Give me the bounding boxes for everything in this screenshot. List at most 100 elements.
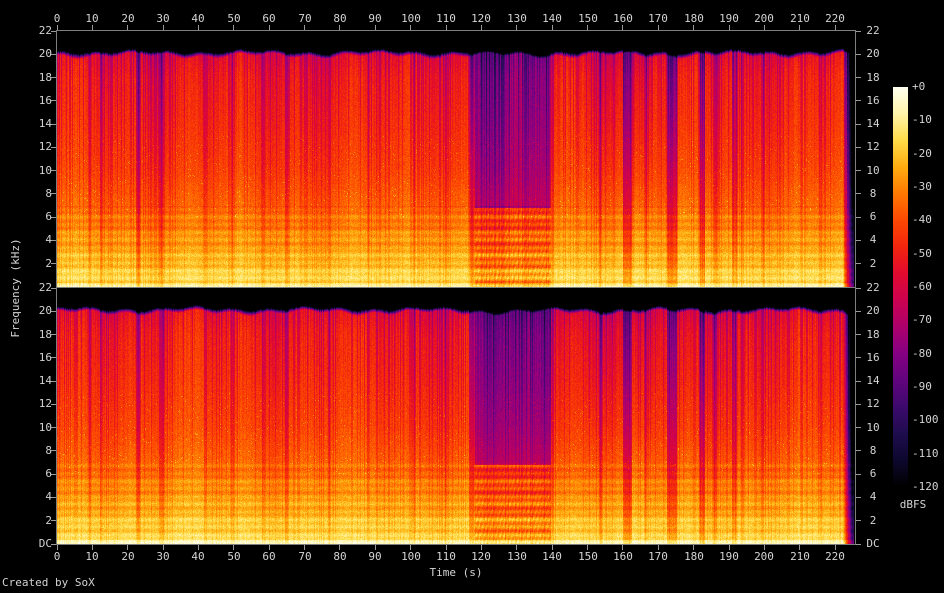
time-tick bbox=[799, 25, 800, 30]
time-tick bbox=[410, 25, 411, 30]
freq-tick-label: 4 bbox=[869, 490, 877, 503]
colorbar-unit-label: dBFS bbox=[899, 498, 927, 511]
colorbar-tick-label: -110 bbox=[912, 447, 939, 460]
time-tick-label: 190 bbox=[719, 12, 739, 25]
time-tick bbox=[516, 545, 517, 550]
freq-tick bbox=[51, 193, 56, 194]
time-tick bbox=[835, 25, 836, 30]
freq-tick-label: 10 bbox=[866, 164, 880, 177]
time-tick bbox=[339, 545, 340, 550]
freq-tick-label: 20 bbox=[866, 304, 880, 317]
freq-tick-label: 8 bbox=[869, 444, 877, 457]
freq-tick-label: 22 bbox=[38, 24, 52, 37]
colorbar-tick-label: -90 bbox=[912, 380, 932, 393]
freq-tick-label: 20 bbox=[866, 47, 880, 60]
freq-tick-label: 18 bbox=[866, 328, 880, 341]
freq-tick bbox=[51, 520, 56, 521]
freq-tick-label: 16 bbox=[866, 351, 880, 364]
time-tick bbox=[552, 25, 553, 30]
freq-tick bbox=[51, 334, 56, 335]
freq-tick-label: 20 bbox=[38, 304, 52, 317]
colorbar-tick-label: -120 bbox=[912, 480, 939, 493]
time-tick-label: 160 bbox=[613, 550, 633, 563]
credit-text: Created by SoX bbox=[2, 576, 95, 589]
frequency-axis-label: Frequency (kHz) bbox=[9, 238, 22, 338]
freq-tick bbox=[856, 288, 861, 289]
time-tick bbox=[92, 545, 93, 550]
time-tick-label: 40 bbox=[191, 550, 205, 563]
freq-tick-label: 2 bbox=[869, 514, 877, 527]
time-tick bbox=[658, 25, 659, 30]
freq-tick-label: 8 bbox=[45, 444, 52, 457]
time-tick-label: 200 bbox=[754, 550, 774, 563]
time-tick-label: 210 bbox=[790, 550, 810, 563]
freq-tick-label: 18 bbox=[38, 328, 52, 341]
freq-tick-label: 22 bbox=[38, 281, 52, 294]
time-tick bbox=[481, 25, 482, 30]
time-tick-label: 70 bbox=[298, 550, 312, 563]
freq-tick-label: 12 bbox=[38, 140, 52, 153]
time-tick-label: 60 bbox=[262, 550, 276, 563]
time-tick bbox=[693, 545, 694, 550]
colorbar-tick-label: -70 bbox=[912, 313, 932, 326]
freq-tick-label: 4 bbox=[45, 490, 52, 503]
time-tick bbox=[163, 545, 164, 550]
freq-tick-label: DC bbox=[866, 537, 880, 550]
time-tick-label: 30 bbox=[156, 12, 170, 25]
time-tick bbox=[587, 545, 588, 550]
freq-tick-label: 14 bbox=[38, 374, 52, 387]
freq-tick bbox=[51, 474, 56, 475]
time-tick-label: 160 bbox=[613, 12, 633, 25]
time-tick-label: 90 bbox=[368, 550, 382, 563]
freq-tick-label: 6 bbox=[869, 210, 877, 223]
freq-tick-label: 2 bbox=[45, 257, 52, 270]
channel-1-frame bbox=[56, 30, 856, 288]
colorbar-tick-label: -20 bbox=[912, 147, 932, 160]
freq-tick-label: 4 bbox=[869, 233, 877, 246]
freq-tick-label: 16 bbox=[38, 351, 52, 364]
colorbar-tick-label: -10 bbox=[912, 113, 932, 126]
time-tick bbox=[198, 545, 199, 550]
freq-tick-label: 6 bbox=[45, 210, 52, 223]
time-tick-label: 80 bbox=[333, 12, 347, 25]
freq-tick bbox=[856, 404, 861, 405]
freq-tick bbox=[856, 474, 861, 475]
time-tick bbox=[481, 545, 482, 550]
freq-tick bbox=[856, 31, 861, 32]
freq-tick bbox=[51, 357, 56, 358]
time-tick bbox=[446, 25, 447, 30]
freq-tick-label: 10 bbox=[866, 421, 880, 434]
freq-tick bbox=[51, 100, 56, 101]
freq-tick-label: 10 bbox=[38, 421, 52, 434]
freq-tick bbox=[51, 311, 56, 312]
colorbar-tick-label: -100 bbox=[912, 413, 939, 426]
freq-tick-label: 2 bbox=[45, 514, 52, 527]
freq-tick bbox=[51, 217, 56, 218]
freq-tick-label: DC bbox=[38, 537, 52, 550]
time-tick bbox=[269, 545, 270, 550]
time-tick-label: 120 bbox=[471, 550, 491, 563]
freq-tick-label: 22 bbox=[866, 24, 880, 37]
time-tick-label: 150 bbox=[578, 12, 598, 25]
time-tick bbox=[375, 25, 376, 30]
freq-tick-label: 12 bbox=[38, 397, 52, 410]
freq-tick bbox=[856, 497, 861, 498]
time-tick-label: 110 bbox=[436, 12, 456, 25]
time-tick bbox=[587, 25, 588, 30]
freq-tick bbox=[51, 450, 56, 451]
freq-tick bbox=[51, 381, 56, 382]
time-tick-label: 30 bbox=[156, 550, 170, 563]
freq-tick bbox=[856, 193, 861, 194]
time-tick bbox=[658, 545, 659, 550]
freq-tick bbox=[856, 217, 861, 218]
freq-tick-label: 18 bbox=[38, 71, 52, 84]
time-tick-label: 70 bbox=[298, 12, 312, 25]
spectrogram-channel-2-heatmap bbox=[57, 288, 855, 544]
colorbar-tick-label: -60 bbox=[912, 280, 932, 293]
time-tick-label: 220 bbox=[825, 550, 845, 563]
freq-tick-label: 14 bbox=[866, 374, 880, 387]
freq-tick bbox=[856, 311, 861, 312]
time-tick-label: 110 bbox=[436, 550, 456, 563]
freq-tick-label: 18 bbox=[866, 71, 880, 84]
